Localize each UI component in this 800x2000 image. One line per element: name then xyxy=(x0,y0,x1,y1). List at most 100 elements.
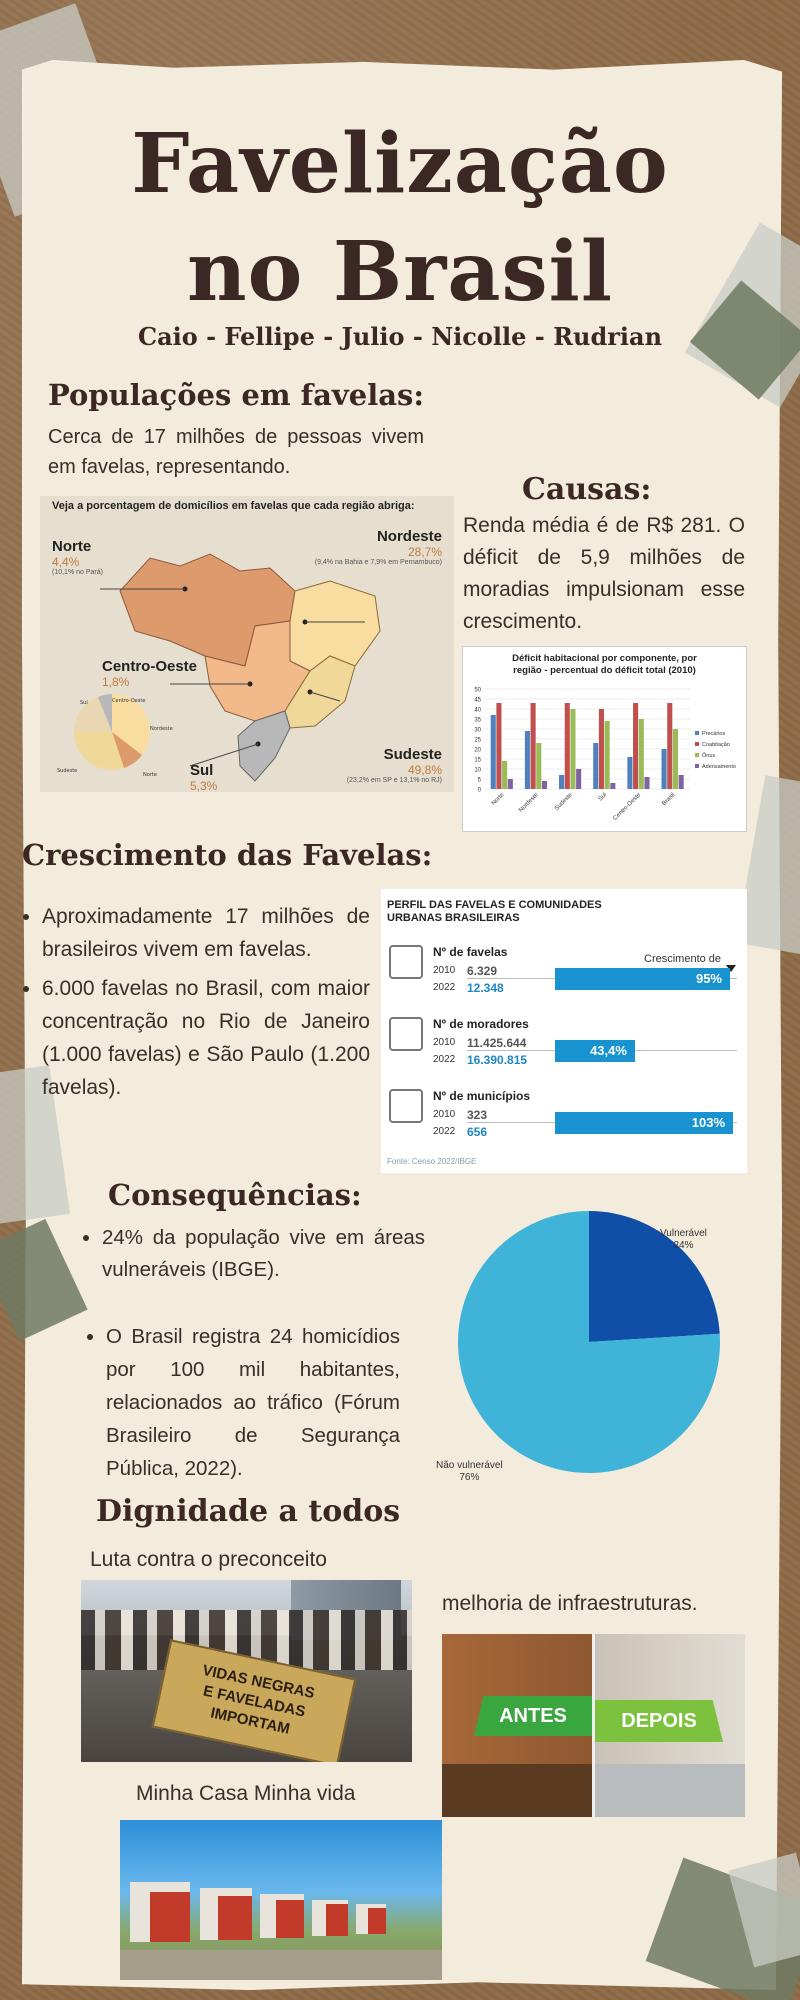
authors: Caio - Fellipe - Julio - Nicolle - Rudri… xyxy=(137,322,663,351)
poster-title: Favelização no Brasil xyxy=(60,110,740,326)
bar xyxy=(559,775,565,789)
vulnerability-pie-chart xyxy=(457,1211,720,1473)
sudeste-region xyxy=(284,655,356,729)
perfil-growth-bar: 95% xyxy=(555,968,730,990)
x-tick-label: Norte xyxy=(491,792,506,807)
bar xyxy=(507,779,513,789)
y-tick-label: 25 xyxy=(474,738,481,744)
x-tick-label: Sul xyxy=(598,792,608,802)
y-tick-label: 35 xyxy=(474,718,481,724)
deficit-chart-title-2: região - percentual do déficit total (20… xyxy=(513,665,696,676)
bar xyxy=(570,709,576,789)
bar xyxy=(496,703,502,789)
y-tick-label: 50 xyxy=(474,688,481,694)
protest-photo: VIDAS NEGRAS E FAVELADAS IMPORTAM xyxy=(81,1580,412,1762)
perfil-row-icon xyxy=(389,945,423,979)
legend-swatch xyxy=(695,764,699,768)
x-tick-label: Sudeste xyxy=(554,792,574,812)
deficit-chart-svg: 0 5 10 15 20 25 30 35 40 45 50 Norte Nordeste Sudeste… xyxy=(474,688,736,822)
perfil-row-year1: 2010 xyxy=(433,1037,456,1048)
perfil-growth-value: 103% xyxy=(691,1115,725,1130)
pie-label-sul: Sul xyxy=(80,700,88,706)
perfil-row-label: Nº de favelas xyxy=(433,945,508,959)
bar xyxy=(644,777,650,789)
bar xyxy=(530,703,536,789)
map-caption: Veja a porcentagem de domicílios em fave… xyxy=(52,500,415,512)
label-nordeste: Nordeste 28,7% (9,4% na Bahia e 7,9% em … xyxy=(314,528,442,566)
houses-photo xyxy=(120,1820,442,1980)
legend-swatch xyxy=(695,731,699,735)
consequencias-bullet-2: O Brasil registra 24 homicídios por 100 … xyxy=(106,1320,400,1485)
pie-label-norte: Norte xyxy=(143,772,157,778)
caption-infraestrutura: melhoria de infraestruturas. xyxy=(442,1592,698,1615)
label-centro-oeste: Centro-Oeste 1,8% xyxy=(102,658,198,689)
depois-badge: DEPOIS xyxy=(595,1700,723,1742)
y-tick-label: 0 xyxy=(478,788,482,794)
legend-swatch xyxy=(695,753,699,757)
region-pie xyxy=(74,694,150,770)
antes-badge: ANTES xyxy=(474,1696,592,1736)
bar xyxy=(627,757,633,789)
title-line2: no Brasil xyxy=(187,224,613,320)
crescimento-bullet-2: 6.000 favelas no Brasil, com maior conce… xyxy=(42,972,370,1104)
perfil-row-value2: 12.348 xyxy=(467,981,504,995)
crescimento-list: Aproximadamente 17 milhões de brasileiro… xyxy=(20,900,370,1110)
y-tick-label: 15 xyxy=(474,758,481,764)
bar xyxy=(610,783,616,789)
consequencias-bullet-1: 24% da população vive em áreas vulneráve… xyxy=(102,1222,425,1286)
bar xyxy=(638,719,644,789)
legend-label: Coabitação xyxy=(702,742,730,748)
perfil-row-value2: 16.390.815 xyxy=(467,1053,528,1067)
perfil-row-label: Nº de moradores xyxy=(433,1017,529,1031)
crescimento-heading: Crescimento das Favelas: xyxy=(22,838,433,872)
crescimento-bullet-1: Aproximadamente 17 milhões de brasileiro… xyxy=(42,900,370,966)
bar xyxy=(576,769,582,789)
consequencias-bullet-1-wrap: 24% da população vive em áreas vulneráve… xyxy=(80,1222,425,1292)
bar xyxy=(678,775,684,789)
caption-preconceito: Luta contra o preconceito xyxy=(90,1548,327,1571)
pie-label-sudeste: Sudeste xyxy=(57,768,78,774)
perfil-row-value1: 6.329 xyxy=(467,964,498,978)
consequencias-bullet-2-wrap: O Brasil registra 24 homicídios por 100 … xyxy=(84,1320,400,1491)
bar xyxy=(661,749,667,789)
consequencias-heading: Consequências: xyxy=(108,1178,362,1212)
label-sul: Sul 5,3% xyxy=(190,762,218,792)
y-tick-label: 45 xyxy=(474,698,481,704)
down-arrow-icon xyxy=(726,965,736,972)
perfil-growth-value: 43,4% xyxy=(590,1043,627,1058)
perfil-row-year2: 2022 xyxy=(433,1054,456,1065)
perfil-source: Fonte: Censo 2022/IBGE xyxy=(387,1157,477,1166)
x-tick-label: Nordeste xyxy=(518,792,540,814)
bar xyxy=(672,729,679,789)
bar xyxy=(667,703,673,789)
perfil-title-1: PERFIL DAS FAVELAS E COMUNIDADES xyxy=(387,899,602,911)
perfil-row-year2: 2022 xyxy=(433,982,456,993)
y-tick-label: 30 xyxy=(474,728,481,734)
perfil-row-year1: 2010 xyxy=(433,965,456,976)
y-tick-label: 20 xyxy=(474,748,481,754)
bar xyxy=(490,715,496,789)
title-line1: Favelização xyxy=(131,116,669,212)
perfil-row-year2: 2022 xyxy=(433,1126,456,1137)
deficit-chart: Déficit habitacional por componente, por… xyxy=(462,646,747,832)
perfil-row-value1: 11.425.644 xyxy=(467,1036,527,1050)
label-norte: Norte 4,4% (10,1% no Pará) xyxy=(52,538,103,576)
y-tick-label: 10 xyxy=(474,768,481,774)
before-after-photo: ANTES DEPOIS xyxy=(442,1634,745,1817)
deficit-chart-title-1: Déficit habitacional por componente, por xyxy=(512,653,697,664)
populacoes-heading: Populações em favelas: xyxy=(48,378,425,412)
perfil-growth-value: 95% xyxy=(695,971,722,986)
pie-slice-nao-vulneravel xyxy=(457,1211,720,1473)
perfil-row-year1: 2010 xyxy=(433,1109,456,1120)
pie-label-nao-vulneravel: Não vulnerável 76% xyxy=(436,1460,503,1483)
bar xyxy=(633,703,639,789)
bar xyxy=(502,761,508,789)
populacoes-text: Cerca de 17 milhões de pessoas vivem em … xyxy=(48,426,424,478)
bar xyxy=(564,703,570,789)
bar xyxy=(524,731,530,789)
bar xyxy=(598,709,604,789)
perfil-growth-bar: 43,4% xyxy=(555,1040,635,1062)
perfil-infographic: PERFIL DAS FAVELAS E COMUNIDADES URBANAS… xyxy=(381,889,747,1173)
pie-label-centro: Centro-Oeste xyxy=(112,698,146,704)
perfil-row-value1: 323 xyxy=(467,1108,488,1122)
